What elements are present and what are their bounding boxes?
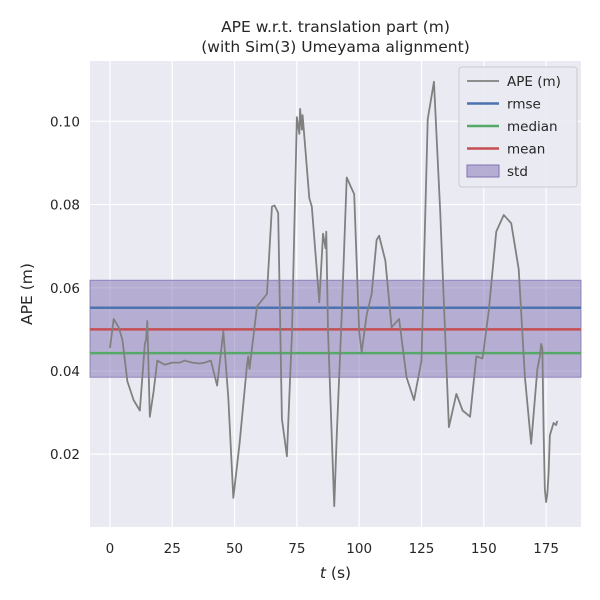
legend-frame bbox=[458, 66, 578, 188]
x-tick-label: 0 bbox=[106, 541, 115, 557]
ape-series-line bbox=[109, 80, 559, 508]
y-tick-labels: 0.02 0.04 0.06 0.08 0.10 bbox=[50, 114, 80, 463]
x-tick-labels: 0 25 50 75 100 125 150 175 bbox=[106, 541, 559, 557]
y-tick-label: 0.08 bbox=[50, 198, 80, 214]
stat-lines-group bbox=[90, 306, 581, 355]
x-tick-label: 175 bbox=[533, 541, 559, 557]
y-tick-label: 0.04 bbox=[50, 364, 80, 380]
legend-label-mean: mean bbox=[507, 142, 545, 158]
ape-series-group bbox=[109, 80, 559, 508]
legend-label-median: median bbox=[507, 119, 558, 135]
legend-swatch-std bbox=[466, 164, 500, 178]
x-tick-label: 100 bbox=[346, 541, 372, 557]
y-tick-label: 0.02 bbox=[50, 447, 80, 463]
legend-label-apem: APE (m) bbox=[507, 74, 561, 90]
x-tick-label: 25 bbox=[164, 541, 181, 557]
x-tick-label: 125 bbox=[409, 541, 435, 557]
chart-title-line-1: APE w.r.t. translation part (m) bbox=[221, 18, 450, 36]
x-tick-label: 150 bbox=[471, 541, 497, 557]
x-axis-label: t (s) bbox=[320, 564, 351, 582]
legend-label-rmse: rmse bbox=[507, 97, 541, 113]
x-axis-label-var: t bbox=[320, 564, 327, 582]
chart-title-line-2: (with Sim(3) Umeyama alignment) bbox=[201, 38, 470, 56]
x-tick-label: 50 bbox=[226, 541, 243, 557]
y-tick-label: 0.10 bbox=[50, 114, 80, 130]
legend-label-std: std bbox=[507, 164, 528, 180]
y-tick-label: 0.06 bbox=[50, 281, 80, 297]
x-axis-label-unit: (s) bbox=[326, 564, 351, 582]
x-tick-label: 75 bbox=[288, 541, 305, 557]
legend: APE (m) rmse median mean std bbox=[458, 66, 578, 188]
y-axis-label: APE (m) bbox=[18, 263, 36, 325]
